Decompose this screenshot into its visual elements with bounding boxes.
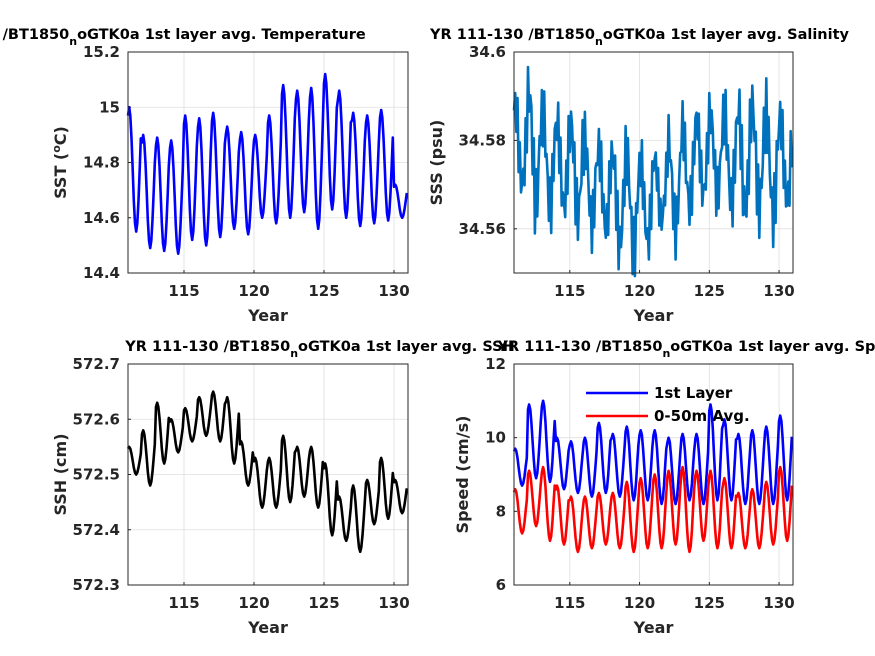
y-tick-label: 14.8 <box>83 154 120 172</box>
y-tick-label: 15 <box>99 98 120 116</box>
y-tick-label: 572.4 <box>73 521 120 539</box>
y-tick-label: 15.2 <box>83 43 120 61</box>
x-tick-label: 115 <box>554 282 585 300</box>
x-axis-label: Year <box>633 618 674 637</box>
x-tick-label: 130 <box>763 594 794 612</box>
x-tick-label: 115 <box>554 594 585 612</box>
y-tick-label: 572.3 <box>73 576 120 594</box>
panel-temperature: 115 120 125 130 14.4 14.6 14.8 15 15.2 Year SST (o… <box>0 27 410 325</box>
x-tick-label: 125 <box>694 282 725 300</box>
x-tick-label: 120 <box>238 282 269 300</box>
x-tick-label: 130 <box>378 282 409 300</box>
x-tick-label: 120 <box>624 282 655 300</box>
y-tick-label: 572.5 <box>73 466 120 484</box>
series-line-speed-1 <box>512 465 794 554</box>
x-axis-label: Year <box>247 618 288 637</box>
y-tick-label: 6 <box>496 576 506 594</box>
y-tick-label: 572.7 <box>73 355 120 373</box>
chart-title: YR 111-130 /BT1850noGTK0a 1st layer avg.… <box>429 27 849 48</box>
x-tick-label: 130 <box>763 282 794 300</box>
x-tick-label: 115 <box>168 282 199 300</box>
chart-title: YR 111-130 /BT1850noGTK0a 1st layer avg.… <box>124 339 514 360</box>
y-axis-label: SST (oC) <box>50 126 70 199</box>
y-tick-label: 34.6 <box>469 43 506 61</box>
legend-label: 1st Layer <box>654 384 733 402</box>
chart-title: YR 111-130 /BT1850noGTK0a 1st layer avg.… <box>0 27 366 48</box>
y-axis-label: SSH (cm) <box>51 433 70 515</box>
axes-frame <box>127 363 409 586</box>
y-tick-label: 8 <box>496 502 506 520</box>
y-tick-label: 14.4 <box>83 264 120 282</box>
series-line-speed <box>512 399 794 506</box>
y-tick-label: 10 <box>485 429 506 447</box>
panel-speed: 115 120 125 130 6 8 10 12 Year Speed (cm/s) YR 111… <box>453 339 875 637</box>
y-axis-label: SSS (psu) <box>427 120 446 206</box>
panel-ssh: 115 120 125 130 572.3 572.4 572.5 572.6 572.7 Yea… <box>51 339 515 637</box>
y-tick-label: 14.6 <box>83 209 120 227</box>
x-tick-label: 120 <box>238 594 269 612</box>
x-axis-label: Year <box>633 306 674 325</box>
y-tick-label: 12 <box>485 355 506 373</box>
x-tick-label: 130 <box>378 594 409 612</box>
x-tick-label: 125 <box>694 594 725 612</box>
x-tick-label: 125 <box>308 282 339 300</box>
y-tick-label: 34.58 <box>459 131 506 149</box>
x-tick-label: 115 <box>168 594 199 612</box>
series-line-sst <box>126 72 409 255</box>
series-line-sss <box>512 65 794 278</box>
x-tick-label: 120 <box>624 594 655 612</box>
x-axis-label: Year <box>247 306 288 325</box>
axes-frame <box>127 51 409 274</box>
x-tick-label: 125 <box>308 594 339 612</box>
y-tick-label: 572.6 <box>73 410 120 428</box>
series-line-ssh <box>126 390 409 554</box>
chart-title: YR 111-130 /BT1850noGTK0a 1st layer avg.… <box>497 339 875 360</box>
panel-salinity: 115 120 125 130 34.56 34.58 34.6 Year SSS (psu) Y… <box>427 27 850 325</box>
y-axis-label: Speed (cm/s) <box>453 416 472 534</box>
legend-label: 0-50m Avg. <box>654 407 750 425</box>
axes-frame <box>513 51 794 274</box>
y-tick-label: 34.56 <box>459 220 506 238</box>
axes-frame <box>513 363 794 586</box>
